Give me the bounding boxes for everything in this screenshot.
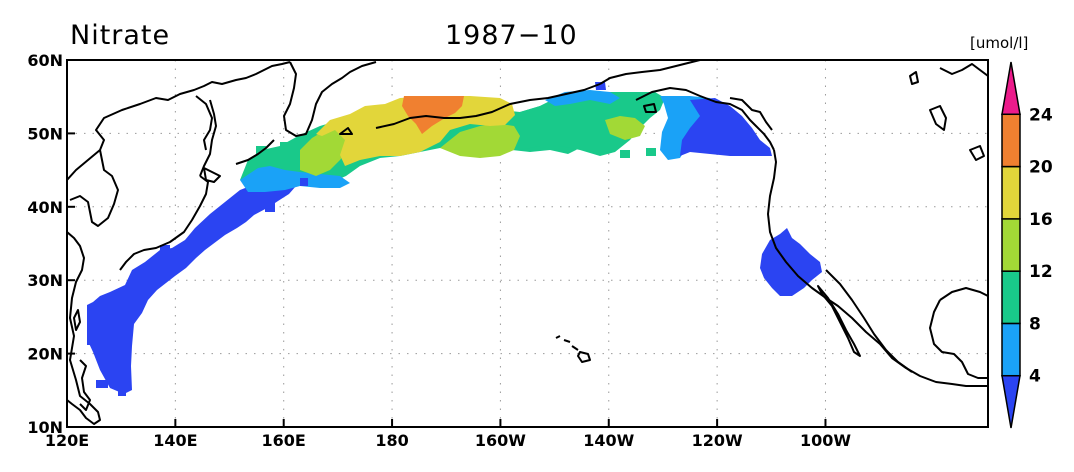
colorbar-swatch (1001, 322, 1021, 377)
coast-korea (69, 149, 119, 227)
x-tick-label: 160E (262, 431, 306, 450)
y-tick-label: 20N (27, 345, 63, 364)
colorbar-unit: [umol/l] (970, 34, 1028, 52)
x-tick-label: 180 (375, 431, 408, 450)
field-cell-fringe (87, 178, 308, 396)
coast-north-canada (939, 63, 988, 77)
colorbar-labels: 4 8 12 16 20 24 (1029, 105, 1053, 386)
field-light-blue-west (240, 166, 350, 192)
coast-mexico (825, 269, 913, 373)
coast-kamchatka (283, 61, 377, 137)
coast-gulf-mexico (929, 287, 988, 379)
x-tick-label: 160W (475, 431, 526, 450)
y-tick-label: 60N (27, 51, 63, 70)
coast-hawaii (555, 335, 591, 363)
coast-island-ne (909, 71, 919, 85)
x-tick-label: 140E (153, 431, 197, 450)
date-title: 1987−10 (445, 20, 578, 51)
colorbar: [umol/l] 4 8 12 16 20 24 (970, 34, 1053, 429)
colorbar-level-label: 24 (1029, 105, 1053, 125)
coast-alaska-gulf (635, 87, 775, 151)
colorbar-level-label: 12 (1029, 262, 1053, 282)
x-tick-label: 120W (692, 431, 743, 450)
coastlines (67, 60, 988, 425)
colorbar-level-label: 4 (1029, 367, 1041, 387)
coast-japan (119, 175, 209, 271)
colorbar-swatches (1001, 61, 1021, 429)
coast-commander (339, 127, 353, 135)
field-northeast-blue (680, 98, 772, 156)
field-green-yellow-b (440, 124, 520, 158)
x-tick-label: 120E (45, 431, 89, 450)
coast-okhotsk (195, 95, 213, 151)
coast-bc (729, 97, 773, 131)
coast-aleutians (375, 83, 601, 129)
nitrate-field (87, 82, 822, 396)
longitude-axis: 120E 140E 160E 180 160W 140W 120W 100W (45, 419, 851, 450)
colorbar-level-label: 8 (1029, 314, 1041, 334)
coast-alaska (599, 60, 701, 85)
colorbar-swatch (1001, 165, 1021, 220)
colorbar-swatch (1001, 270, 1021, 325)
coast-na-west (767, 149, 988, 387)
field-orange-peak (402, 96, 464, 134)
colorbar-swatch (1001, 113, 1021, 168)
colorbar-swatch-min-arrow (1001, 374, 1021, 429)
coast-island-ne2 (929, 105, 947, 131)
field-western-band-low (87, 176, 310, 394)
field-green-yellow-c (605, 116, 645, 140)
x-tick-label: 100W (800, 431, 851, 450)
coast-taiwan (73, 309, 81, 331)
coast-kodiak (643, 103, 657, 113)
field-yellow-core (316, 96, 515, 166)
coast-china-south (67, 231, 101, 425)
y-tick-label: 30N (27, 271, 63, 290)
variable-title: Nitrate (70, 20, 170, 51)
latitude-axis: 10N 20N 30N 40N 50N 60N (27, 51, 75, 437)
coast-hokkaido (203, 167, 221, 183)
map-frame (66, 59, 989, 428)
x-tick-label: 140W (583, 431, 634, 450)
y-tick-label: 50N (27, 124, 63, 143)
field-green-yellow-a (300, 128, 350, 176)
colorbar-level-label: 16 (1029, 210, 1053, 230)
colorbar-swatch (1001, 218, 1021, 272)
coast-kuril (235, 139, 275, 165)
colorbar-swatch-max-arrow (1001, 61, 1021, 116)
y-tick-label: 10N (27, 418, 63, 437)
colorbar-level-label: 20 (1029, 158, 1053, 178)
coast-baja (817, 285, 861, 357)
coast-philippines (79, 359, 91, 411)
coast-asia-mainland (67, 61, 291, 181)
coast-island-ne3 (969, 145, 985, 161)
coast-sakhalin (199, 99, 217, 177)
field-eastern-band-teal (500, 92, 665, 156)
y-tick-label: 40N (27, 198, 63, 217)
